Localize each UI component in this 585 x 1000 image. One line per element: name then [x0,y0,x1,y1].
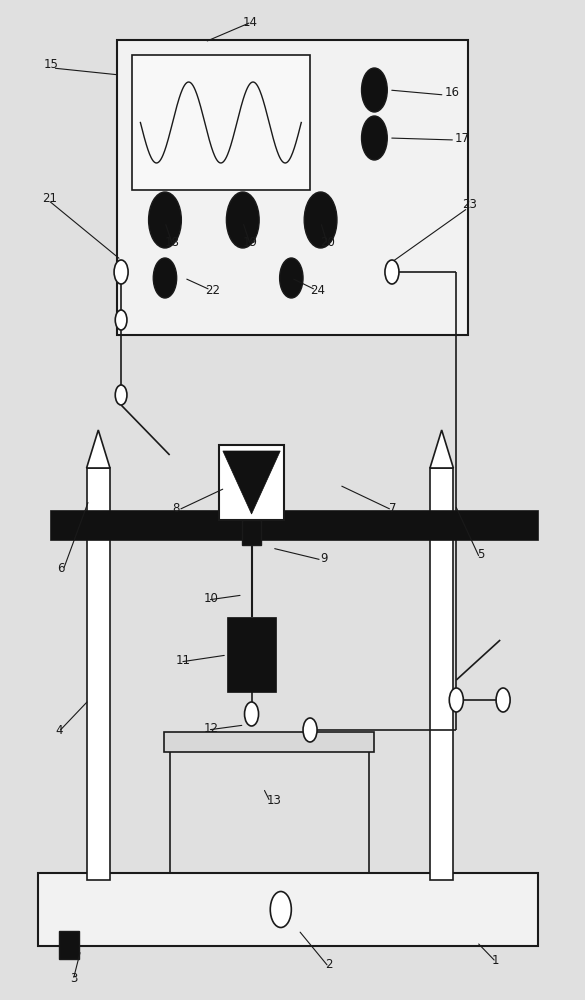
Bar [164,732,374,752]
Circle shape [304,192,337,248]
Text: 20: 20 [321,236,335,249]
Text: 1: 1 [491,954,499,966]
Text: 22: 22 [205,284,220,296]
Text: 3: 3 [70,972,78,984]
Circle shape [153,258,177,298]
Bar [242,520,261,545]
Text: 8: 8 [173,502,180,514]
Circle shape [362,116,387,160]
Circle shape [115,310,127,330]
Bar [219,445,284,520]
Text: 10: 10 [204,591,218,604]
Circle shape [115,385,127,405]
Bar [430,468,453,880]
Text: 7: 7 [389,502,397,514]
Text: 23: 23 [462,198,477,212]
Circle shape [226,192,259,248]
Bar [132,55,310,190]
Text: 4: 4 [56,724,63,736]
Text: 14: 14 [243,15,258,28]
Circle shape [362,68,387,112]
Text: 15: 15 [44,58,59,72]
Text: 17: 17 [455,131,470,144]
Circle shape [496,688,510,712]
Text: 16: 16 [445,86,460,99]
Polygon shape [430,430,453,468]
Bar [38,873,538,946]
Circle shape [149,192,181,248]
Text: 18: 18 [165,236,180,249]
Polygon shape [223,451,280,514]
Bar [227,617,277,692]
Circle shape [303,718,317,742]
Text: 12: 12 [204,722,219,734]
Text: 9: 9 [321,552,328,564]
Circle shape [280,258,303,298]
Circle shape [245,702,259,726]
Polygon shape [87,430,110,468]
Bar [87,468,110,880]
Bar [58,931,79,959]
Text: 6: 6 [57,561,65,574]
Bar [50,510,538,540]
Text: 2: 2 [325,958,332,971]
Text: 21: 21 [42,192,57,205]
Circle shape [114,260,128,284]
Text: 11: 11 [176,654,191,667]
Text: 24: 24 [310,284,325,296]
Text: 19: 19 [243,236,258,249]
Text: 13: 13 [266,794,281,806]
Circle shape [449,688,463,712]
Text: 5: 5 [477,548,484,562]
Circle shape [385,260,399,284]
Circle shape [270,892,291,928]
Bar [117,40,468,335]
